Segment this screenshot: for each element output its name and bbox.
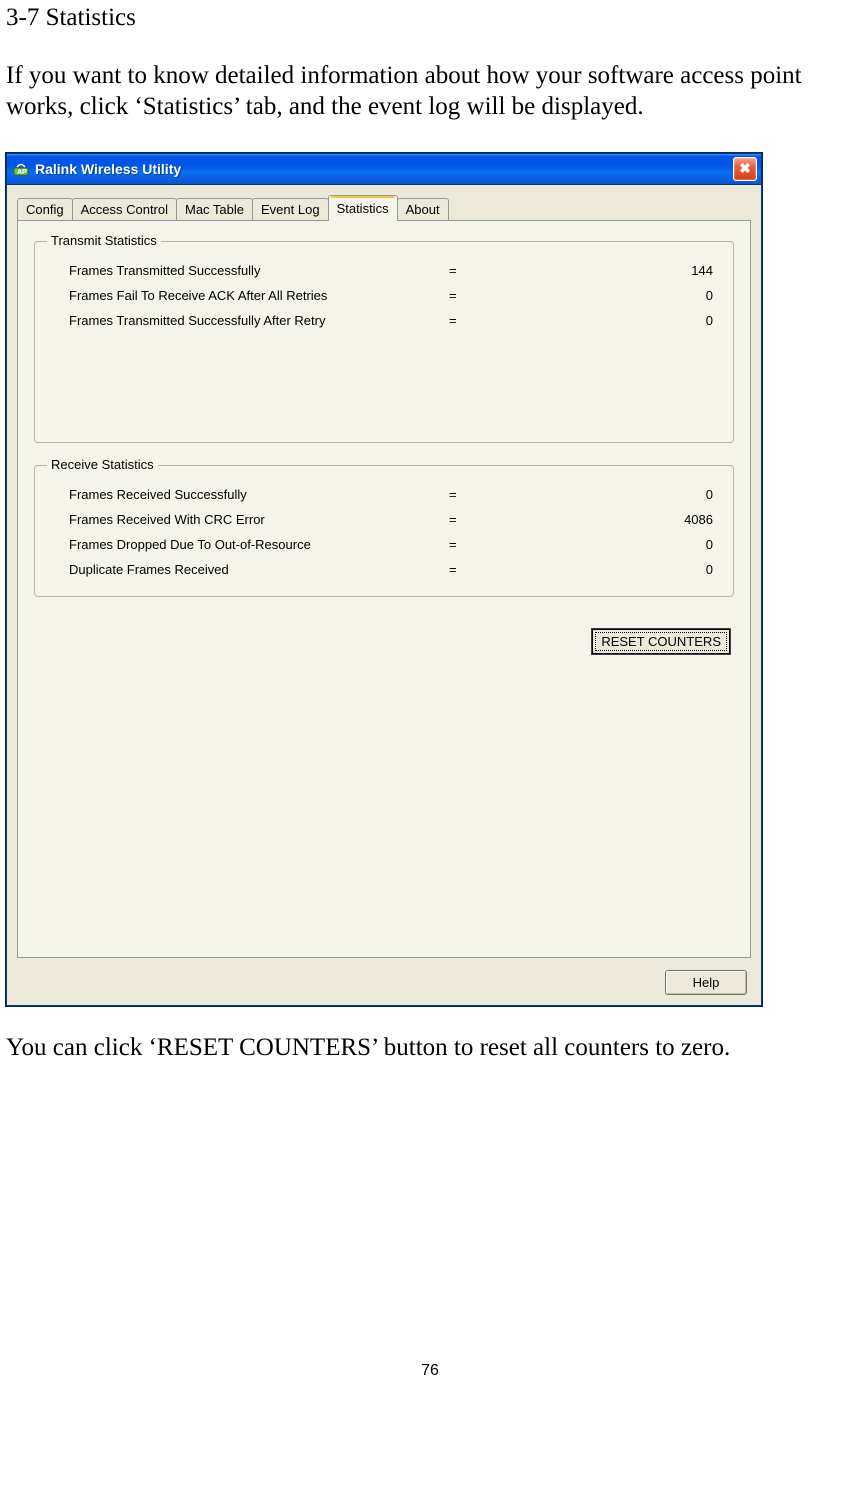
tab-label: Config (26, 202, 64, 217)
receive-legend: Receive Statistics (47, 457, 158, 472)
close-icon: ✖ (739, 160, 751, 177)
reset-counters-button[interactable]: RESET COUNTERS (592, 629, 730, 654)
equals-sign: = (449, 313, 509, 328)
stat-label: Frames Received With CRC Error (69, 512, 449, 527)
stat-label: Frames Transmitted Successfully After Re… (69, 313, 449, 328)
stat-row: Frames Dropped Due To Out-of-Resource = … (49, 532, 719, 557)
stat-value: 0 (509, 537, 719, 552)
equals-sign: = (449, 263, 509, 278)
close-button[interactable]: ✖ (733, 157, 757, 181)
tab-label: About (406, 202, 440, 217)
stat-row: Frames Transmitted Successfully After Re… (49, 308, 719, 333)
stat-value: 0 (509, 313, 719, 328)
stat-label: Duplicate Frames Received (69, 562, 449, 577)
section-heading: 3-7 Statistics (6, 4, 854, 32)
tab-label: Access Control (81, 202, 168, 217)
stat-row: Duplicate Frames Received = 0 (49, 557, 719, 582)
tab-statistics[interactable]: Statistics (328, 195, 398, 221)
app-icon: AP (13, 161, 29, 177)
equals-sign: = (449, 487, 509, 502)
tab-label: Mac Table (185, 202, 244, 217)
stat-label: Frames Received Successfully (69, 487, 449, 502)
tab-mac-table[interactable]: Mac Table (176, 198, 253, 220)
tab-config[interactable]: Config (17, 198, 73, 220)
equals-sign: = (449, 288, 509, 303)
reset-row: RESET COUNTERS (34, 619, 734, 654)
stat-value: 144 (509, 263, 719, 278)
client-area: Config Access Control Mac Table Event Lo… (7, 185, 761, 1005)
stat-label: Frames Transmitted Successfully (69, 263, 449, 278)
intro-text: If you want to know detailed information… (6, 60, 854, 123)
bottom-bar: Help (17, 964, 751, 995)
stat-label: Frames Dropped Due To Out-of-Resource (69, 537, 449, 552)
stat-value: 0 (509, 487, 719, 502)
tabstrip: Config Access Control Mac Table Event Lo… (17, 195, 751, 220)
app-window: AP Ralink Wireless Utility ✖ Config Acce… (6, 153, 762, 1006)
stat-label: Frames Fail To Receive ACK After All Ret… (69, 288, 449, 303)
stat-value: 0 (509, 288, 719, 303)
tab-event-log[interactable]: Event Log (252, 198, 329, 220)
equals-sign: = (449, 562, 509, 577)
stat-row: Frames Received Successfully = 0 (49, 482, 719, 507)
tab-label: Event Log (261, 202, 320, 217)
stat-row: Frames Transmitted Successfully = 144 (49, 258, 719, 283)
tab-about[interactable]: About (397, 198, 449, 220)
receive-group: Receive Statistics Frames Received Succe… (34, 465, 734, 597)
tab-panel-statistics: Transmit Statistics Frames Transmitted S… (17, 220, 751, 958)
stat-value: 0 (509, 562, 719, 577)
equals-sign: = (449, 537, 509, 552)
tab-access-control[interactable]: Access Control (72, 198, 177, 220)
transmit-legend: Transmit Statistics (47, 233, 161, 248)
svg-text:AP: AP (17, 169, 27, 176)
tab-label: Statistics (337, 201, 389, 216)
stat-row: Frames Received With CRC Error = 4086 (49, 507, 719, 532)
help-button[interactable]: Help (665, 970, 747, 995)
window-title: Ralink Wireless Utility (35, 161, 733, 177)
equals-sign: = (449, 512, 509, 527)
transmit-group: Transmit Statistics Frames Transmitted S… (34, 241, 734, 443)
page-number: 76 (6, 1362, 854, 1390)
outro-text: You can click ‘RESET COUNTERS’ button to… (6, 1034, 854, 1062)
titlebar: AP Ralink Wireless Utility ✖ (7, 154, 761, 185)
stat-row: Frames Fail To Receive ACK After All Ret… (49, 283, 719, 308)
stat-value: 4086 (509, 512, 719, 527)
